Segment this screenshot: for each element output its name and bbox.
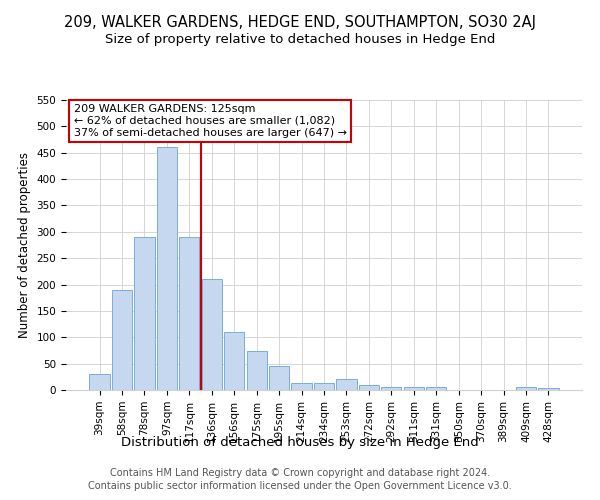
Bar: [179, 237, 199, 390]
Bar: [314, 382, 334, 390]
Text: Size of property relative to detached houses in Hedge End: Size of property relative to detached ho…: [105, 32, 495, 46]
Bar: [337, 379, 356, 390]
Bar: [359, 384, 379, 390]
Bar: [269, 366, 289, 390]
Bar: [538, 388, 559, 390]
Bar: [292, 382, 311, 390]
Bar: [247, 351, 267, 390]
Text: 209, WALKER GARDENS, HEDGE END, SOUTHAMPTON, SO30 2AJ: 209, WALKER GARDENS, HEDGE END, SOUTHAMP…: [64, 15, 536, 30]
Text: Distribution of detached houses by size in Hedge End: Distribution of detached houses by size …: [121, 436, 479, 449]
Bar: [381, 387, 401, 390]
Text: 209 WALKER GARDENS: 125sqm
← 62% of detached houses are smaller (1,082)
37% of s: 209 WALKER GARDENS: 125sqm ← 62% of deta…: [74, 104, 347, 138]
Bar: [157, 148, 177, 390]
Bar: [202, 280, 222, 390]
Bar: [426, 388, 446, 390]
Bar: [112, 290, 132, 390]
Y-axis label: Number of detached properties: Number of detached properties: [18, 152, 31, 338]
Bar: [516, 388, 536, 390]
Text: Contains HM Land Registry data © Crown copyright and database right 2024.: Contains HM Land Registry data © Crown c…: [110, 468, 490, 477]
Bar: [134, 237, 155, 390]
Bar: [404, 388, 424, 390]
Text: Contains public sector information licensed under the Open Government Licence v3: Contains public sector information licen…: [88, 481, 512, 491]
Bar: [89, 374, 110, 390]
Bar: [224, 332, 244, 390]
